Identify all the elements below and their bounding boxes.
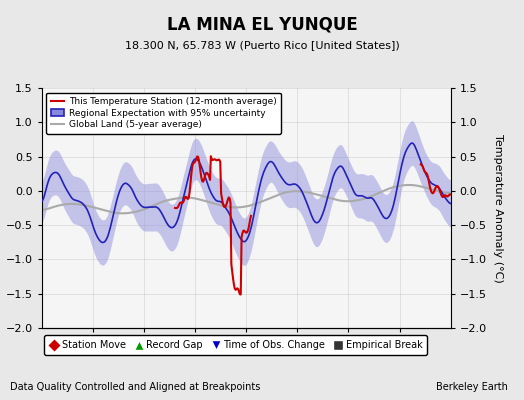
Text: Data Quality Controlled and Aligned at Breakpoints: Data Quality Controlled and Aligned at B… xyxy=(10,382,261,392)
Text: 18.300 N, 65.783 W (Puerto Rico [United States]): 18.300 N, 65.783 W (Puerto Rico [United … xyxy=(125,40,399,50)
Y-axis label: Temperature Anomaly (°C): Temperature Anomaly (°C) xyxy=(494,134,504,282)
Text: LA MINA EL YUNQUE: LA MINA EL YUNQUE xyxy=(167,16,357,34)
Legend: Station Move, Record Gap, Time of Obs. Change, Empirical Break: Station Move, Record Gap, Time of Obs. C… xyxy=(45,336,427,355)
Text: Berkeley Earth: Berkeley Earth xyxy=(436,382,508,392)
Legend: This Temperature Station (12-month average), Regional Expectation with 95% uncer: This Temperature Station (12-month avera… xyxy=(47,92,281,134)
